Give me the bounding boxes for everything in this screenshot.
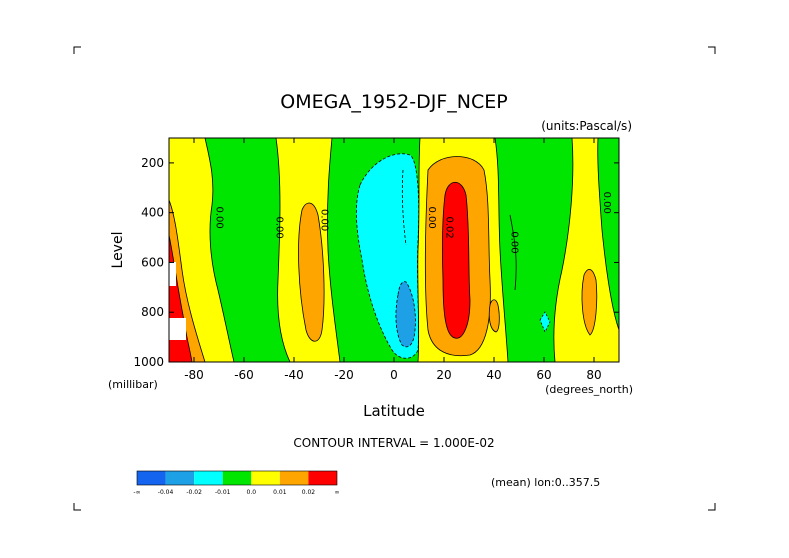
x-tick-label: -40 (284, 368, 304, 382)
contour-label: 0.00 (426, 207, 437, 229)
y-tick-label: 400 (141, 206, 164, 220)
colorbar-label: -0.01 (215, 489, 231, 496)
y-tick-label: 800 (141, 305, 164, 319)
colorbar-label: -0.04 (158, 489, 174, 496)
crop-marks (73, 46, 716, 511)
red-column-20n (442, 181, 471, 339)
orange-column-35s (298, 202, 325, 342)
colorbar: -∞ -0.04 -0.02 -0.01 0.0 0.01 0.02 ∞ (133, 470, 340, 496)
colorbar-label: ∞ (335, 489, 340, 496)
contour-label: 0.00 (601, 192, 612, 214)
y-tick-label: 600 (141, 255, 164, 269)
x-tick-label: -60 (234, 368, 254, 382)
colorbar-swatch (251, 471, 280, 485)
colorbar-label: 0.0 (247, 489, 257, 496)
x-tick-label: -80 (184, 368, 204, 382)
x-tick-label: -20 (334, 368, 354, 382)
contour-interval-text: CONTOUR INTERVAL = 1.000E-02 (293, 436, 494, 450)
y-tick-label: 1000 (133, 355, 164, 369)
y-axis: 200 400 600 800 1000 (133, 156, 619, 369)
colorbar-swatch (194, 471, 223, 485)
colorbar-swatch (279, 471, 309, 485)
contour-labels: 0.00 0.00 0.00 0.00 0.02 0.00 0.00 (214, 192, 613, 254)
colorbar-swatch (137, 471, 166, 485)
dashed-contour-equator (401, 169, 407, 246)
colorbar-swatch (308, 471, 337, 485)
y-axis-label: Level (110, 232, 126, 269)
cyan-patch-60n (539, 311, 551, 333)
contour-label: 0.00 (319, 209, 330, 231)
colorbar-swatch (222, 471, 252, 485)
contour-label: 0.00 (509, 231, 520, 253)
contour-label: 0.00 (214, 207, 225, 229)
x-tick-label: 80 (586, 368, 601, 382)
orange-patch-80n (581, 269, 598, 336)
chart-title: OMEGA_1952-DJF_NCEP (280, 91, 507, 113)
x-tick-label: 40 (486, 368, 501, 382)
x-tick-label: 0 (390, 368, 398, 382)
colorbar-frame (136, 470, 338, 486)
colorbar-label: 0.01 (273, 489, 287, 496)
units-label: (units:Pascal/s) (541, 119, 632, 133)
x-axis: -80 -60 -40 -20 0 20 40 60 80 (184, 138, 602, 382)
x-unit-label: (degrees_north) (545, 383, 633, 396)
x-axis-label: Latitude (363, 402, 425, 420)
orange-patch-40n (488, 299, 500, 333)
footer-mean-text: (mean) lon:0..357.5 (491, 476, 600, 489)
blue-region-equator (395, 281, 416, 348)
y-unit-label: (millibar) (108, 378, 158, 391)
x-tick-label: 20 (436, 368, 451, 382)
contour-field: 0.00 0.00 0.00 0.00 0.02 0.00 0.00 (169, 138, 619, 362)
zero-contour-mid-north (509, 214, 517, 291)
contour-label: 0.00 (274, 216, 285, 238)
y-tick-label: 200 (141, 156, 164, 170)
colorbar-label: -∞ (133, 489, 140, 496)
contour-label: 0.02 (444, 216, 455, 238)
colorbar-label: -0.02 (186, 489, 202, 496)
x-tick-label: 60 (536, 368, 551, 382)
green-inlet-north (597, 138, 619, 331)
white-gap-south-pole (169, 262, 186, 340)
colorbar-swatch (165, 471, 195, 485)
colorbar-label: 0.02 (302, 489, 316, 496)
